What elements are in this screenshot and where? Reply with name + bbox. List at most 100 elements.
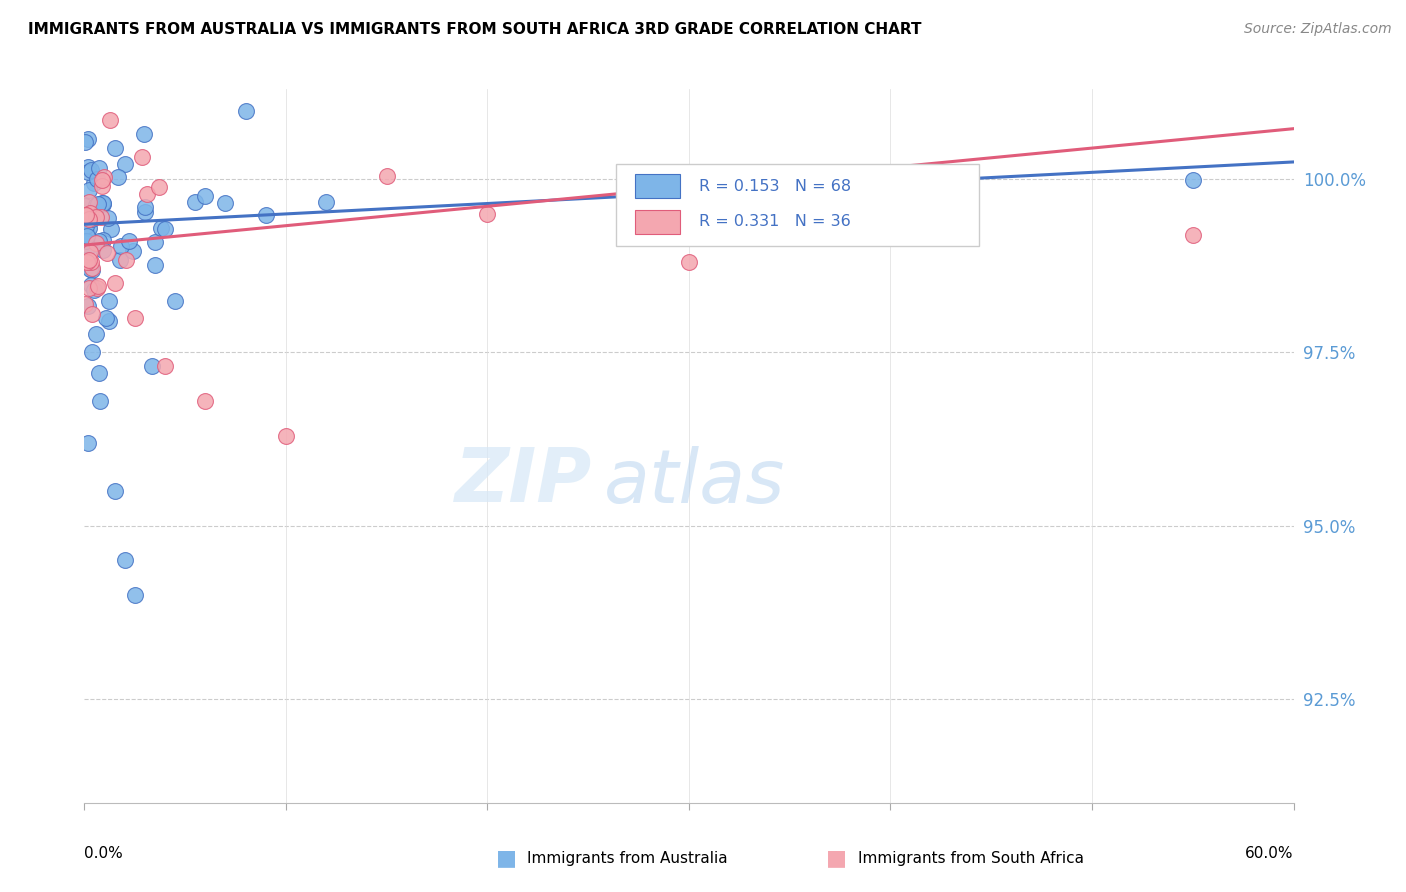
Point (80, 212, 103, 227)
Point (91, 196, 114, 211)
Point (274, 428, 297, 442)
Point (93, 243, 115, 257)
Point (79, 195, 101, 210)
Point (83, 176, 105, 190)
Point (84, 198, 107, 212)
Point (91, 178, 114, 193)
Point (153, 222, 176, 236)
Text: ZIP: ZIP (456, 445, 592, 518)
Point (79, 261, 101, 276)
Point (86, 281, 108, 295)
Point (97, 211, 120, 225)
Point (86, 236, 108, 251)
Point (115, 252, 138, 267)
Point (87, 196, 110, 211)
Point (98, 314, 121, 328)
Point (91, 173, 114, 187)
Text: Immigrants from Australia: Immigrants from Australia (527, 851, 728, 865)
Point (79, 245, 101, 260)
Point (75, 136, 97, 150)
Point (134, 204, 156, 219)
Point (143, 235, 166, 249)
Text: IMMIGRANTS FROM AUSTRALIA VS IMMIGRANTS FROM SOUTH AFRICA 3RD GRADE CORRELATION : IMMIGRANTS FROM AUSTRALIA VS IMMIGRANTS … (28, 22, 921, 37)
Point (110, 238, 132, 252)
Point (91, 196, 114, 211)
Text: 60.0%: 60.0% (1246, 846, 1294, 861)
Point (77, 212, 100, 227)
Point (97, 294, 120, 309)
Text: Source: ZipAtlas.com: Source: ZipAtlas.com (1244, 22, 1392, 37)
Point (77, 221, 100, 235)
FancyBboxPatch shape (634, 174, 681, 198)
Point (143, 258, 166, 272)
Point (114, 553, 136, 567)
Point (134, 200, 156, 214)
Point (104, 483, 127, 498)
FancyBboxPatch shape (616, 164, 979, 246)
Text: Immigrants from South Africa: Immigrants from South Africa (858, 851, 1084, 865)
Point (214, 195, 236, 210)
Point (77, 435, 100, 450)
Point (82, 261, 104, 276)
Point (98, 112, 121, 127)
Point (110, 252, 132, 267)
Point (80, 345, 103, 359)
Point (76, 255, 98, 269)
Point (75, 297, 97, 311)
Point (76, 229, 98, 244)
Point (118, 234, 141, 248)
Point (75, 234, 97, 248)
Point (96, 310, 118, 325)
Point (75, 219, 97, 234)
Point (89, 234, 111, 248)
Point (80, 162, 103, 177)
Point (184, 195, 207, 210)
Point (96, 245, 118, 260)
Point (75, 243, 97, 257)
Point (82, 307, 104, 321)
Point (75, 208, 97, 222)
Point (121, 244, 143, 258)
Point (84, 326, 107, 341)
Point (91, 197, 114, 211)
Text: R = 0.153   N = 68: R = 0.153 N = 68 (699, 178, 851, 194)
Point (165, 293, 187, 308)
Point (104, 140, 127, 154)
Point (136, 187, 159, 202)
Point (477, 207, 499, 221)
Point (86, 171, 108, 186)
Point (1181, 227, 1204, 242)
Point (84, 210, 107, 224)
Point (79, 255, 101, 269)
Point (1181, 173, 1204, 187)
Point (124, 588, 146, 602)
Point (87, 161, 110, 175)
Point (254, 208, 277, 222)
Point (134, 128, 156, 142)
Point (77, 165, 100, 179)
Point (76, 257, 98, 271)
Point (141, 359, 163, 373)
Point (90, 211, 112, 225)
Point (315, 195, 337, 210)
Point (91, 233, 114, 247)
Point (124, 310, 146, 325)
Point (77, 280, 100, 294)
Point (148, 180, 170, 194)
Point (100, 222, 122, 236)
Point (77, 160, 100, 174)
Point (75, 199, 97, 213)
Point (83, 283, 105, 297)
Point (194, 188, 217, 202)
Point (104, 276, 127, 290)
FancyBboxPatch shape (634, 210, 681, 234)
Text: R = 0.331   N = 36: R = 0.331 N = 36 (699, 214, 851, 229)
Point (131, 150, 153, 164)
Point (87, 278, 110, 293)
Point (107, 169, 129, 184)
Point (678, 255, 700, 269)
Text: ■: ■ (827, 848, 846, 868)
Point (76, 299, 98, 313)
Point (79, 206, 101, 220)
Point (76, 227, 98, 242)
